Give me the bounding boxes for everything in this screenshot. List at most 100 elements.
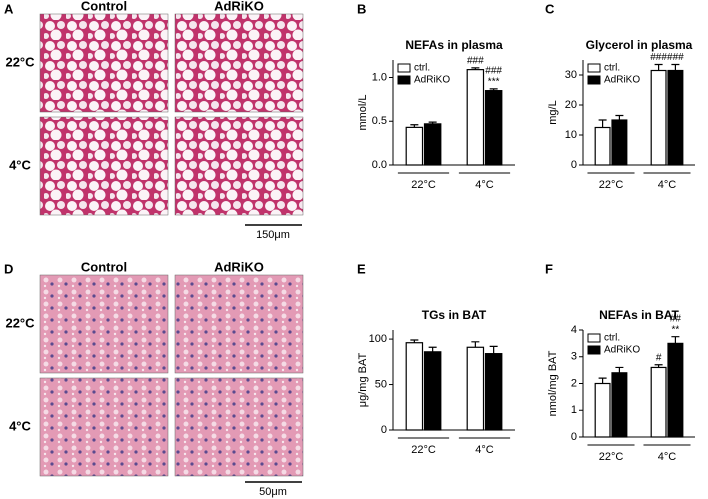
error-bar — [598, 119, 607, 128]
y-tick-label: 4 — [571, 324, 577, 336]
micrograph — [174, 274, 304, 374]
bar — [594, 382, 611, 438]
legend-swatch — [587, 333, 601, 343]
y-tick-label: 50 — [375, 378, 387, 390]
y-tick-label: 0 — [381, 424, 387, 436]
significance-mark: ### — [667, 52, 684, 63]
error-bar — [489, 88, 498, 91]
bar — [466, 346, 485, 431]
error-bar — [654, 364, 663, 368]
legend-label: ctrl. — [604, 333, 620, 344]
chart-title: Glycerol in plasma — [586, 38, 693, 52]
micrograph — [39, 13, 169, 113]
y-tick-label: 2 — [571, 377, 577, 389]
panel-letter: E — [357, 261, 366, 276]
error-bar — [615, 114, 624, 120]
bar — [650, 366, 667, 438]
y-tick-label: 0.0 — [372, 159, 387, 171]
significance-mark: ## — [670, 313, 682, 324]
panel-letter: D — [4, 261, 13, 276]
bar — [466, 69, 485, 166]
y-tick-label: 0.5 — [372, 115, 387, 127]
scale-bar-label: 150μm — [256, 229, 290, 241]
error-bar — [654, 63, 663, 71]
panel-letter: A — [4, 1, 14, 16]
x-tick-label: 4°C — [658, 179, 677, 191]
column-label: Control — [81, 259, 127, 274]
bar — [405, 342, 424, 431]
error-bar — [671, 63, 680, 71]
bar — [611, 372, 628, 438]
legend-label: ctrl. — [414, 63, 430, 74]
bar — [611, 119, 628, 166]
error-bar — [410, 339, 419, 343]
y-axis-label: nmol/mg BAT — [547, 350, 559, 416]
significance-mark: ### — [467, 56, 484, 67]
error-bar — [471, 341, 480, 348]
bar — [594, 126, 611, 166]
y-tick-label: 1.0 — [372, 71, 387, 83]
significance-mark: *** — [488, 77, 500, 88]
micrograph — [39, 377, 169, 477]
micrograph — [174, 116, 304, 216]
error-bar — [615, 366, 624, 373]
bar — [650, 69, 667, 166]
bar — [423, 351, 442, 431]
legend-swatch — [587, 75, 601, 85]
x-tick-label: 4°C — [475, 179, 494, 191]
chart-title: TGs in BAT — [422, 308, 487, 322]
x-tick-label: 4°C — [475, 444, 494, 456]
y-axis-label: mg/L — [547, 100, 559, 124]
y-tick-label: 30 — [565, 69, 577, 81]
x-tick-label: 22°C — [411, 444, 436, 456]
column-label: AdRiKO — [214, 259, 264, 274]
legend-label: AdRiKO — [414, 75, 450, 86]
legend-label: AdRiKO — [604, 75, 640, 86]
y-tick-label: 20 — [565, 99, 577, 111]
error-bar — [489, 345, 498, 354]
y-tick-label: 0 — [571, 431, 577, 443]
row-label: 4°C — [9, 418, 31, 433]
bar — [667, 342, 684, 438]
legend-swatch — [587, 63, 601, 73]
micrograph — [39, 116, 169, 216]
y-axis-label: mmol/L — [357, 94, 369, 130]
row-label: 4°C — [9, 157, 31, 172]
x-tick-label: 22°C — [599, 179, 624, 191]
error-bar — [428, 346, 437, 352]
chart-title: NEFAs in BAT — [599, 308, 679, 322]
legend-label: AdRiKO — [604, 345, 640, 356]
legend-label: ctrl. — [604, 63, 620, 74]
chart-title: NEFAs in plasma — [405, 38, 503, 52]
bar — [667, 69, 684, 166]
row-label: 22°C — [5, 315, 35, 330]
significance-mark: ** — [672, 324, 680, 335]
legend-swatch — [397, 75, 411, 85]
significance-mark: # — [656, 352, 662, 363]
y-tick-label: 100 — [369, 333, 387, 345]
x-tick-label: 4°C — [658, 451, 677, 463]
x-tick-label: 22°C — [411, 179, 436, 191]
y-tick-label: 3 — [571, 351, 577, 363]
legend-swatch — [397, 63, 411, 73]
bar — [484, 90, 503, 166]
bar — [405, 126, 424, 166]
error-bar — [428, 121, 437, 124]
column-label: Control — [81, 0, 127, 13]
significance-mark: ### — [650, 52, 667, 63]
y-axis-label: μg/mg BAT — [357, 353, 369, 408]
micrograph — [39, 274, 169, 374]
error-bar — [471, 67, 480, 70]
y-tick-label: 10 — [565, 129, 577, 141]
panel-letter: C — [545, 1, 555, 16]
panel-letter: B — [357, 1, 366, 16]
significance-mark: ### — [485, 66, 502, 77]
legend-swatch — [587, 345, 601, 355]
error-bar — [598, 377, 607, 384]
bar — [423, 123, 442, 166]
y-tick-label: 1 — [571, 404, 577, 416]
scale-bar-label: 50μm — [259, 486, 287, 498]
panel-letter: F — [545, 261, 553, 276]
row-label: 22°C — [5, 54, 35, 69]
y-tick-label: 0 — [571, 159, 577, 171]
